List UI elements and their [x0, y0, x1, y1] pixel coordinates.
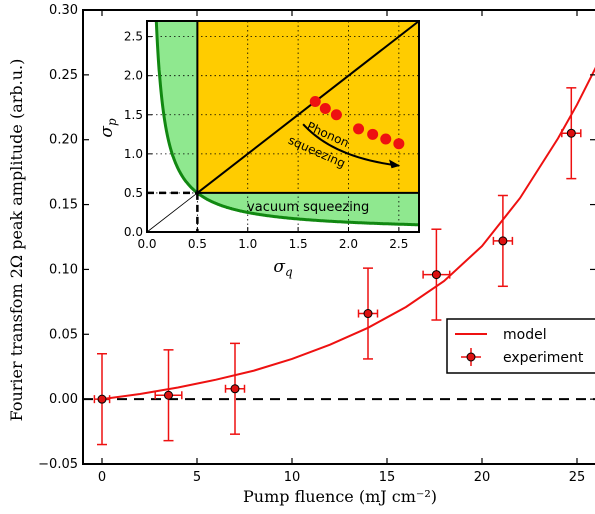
legend-experiment-label: experiment: [503, 350, 584, 366]
experiment-point: [363, 309, 373, 319]
x-tick-label: 5: [193, 470, 201, 485]
y-tick-label: 0.05: [49, 327, 78, 342]
y-tick-label: 0.20: [49, 133, 78, 148]
inset-data-point: [353, 123, 365, 135]
inset-data-point: [367, 128, 379, 140]
y-tick-label: −0.05: [38, 457, 78, 472]
x-tick-label: 20: [474, 470, 491, 485]
inset-y-tick-label: 2.0: [124, 69, 143, 83]
inset-y-tick-label: 0.0: [124, 225, 143, 239]
inset-x-tick-label: 1.5: [289, 237, 308, 251]
x-axis-label: Pump fluence (mJ cm⁻²): [243, 487, 437, 506]
inset-data-point: [309, 95, 321, 107]
y-axis-label: Fourier transfom 2Ω peak amplitude (arb.…: [7, 59, 26, 422]
inset-x-tick-label: 1.0: [238, 237, 257, 251]
vacuum-squeezing-label: vacuum squeezing: [247, 200, 369, 215]
inset-y-tick-label: 1.5: [124, 108, 143, 122]
x-tick-label: 25: [569, 470, 586, 485]
inset-y-tick-label: 0.5: [124, 186, 143, 200]
inset-x-tick-label: 2.5: [389, 237, 408, 251]
experiment-point: [566, 128, 576, 138]
vacuum-squeezing-region: [197, 192, 419, 225]
diagonal-thin-line: [146, 192, 198, 233]
experiment-point: [164, 390, 173, 400]
y-tick-label: 0.15: [49, 198, 78, 213]
legend: model experiment: [446, 318, 595, 374]
inset-y-tick-label: 2.5: [124, 30, 143, 44]
y-tick-label: 0.10: [49, 262, 78, 277]
squeezing-arrow: [302, 123, 399, 167]
uncertainty-boundary-curve: [154, 20, 420, 227]
y-tick-label: 0.00: [49, 392, 78, 407]
inset-x-tick-label: 0.0: [137, 237, 156, 251]
legend-experiment-marker: [466, 352, 476, 362]
p-squeezing-region: [156, 21, 198, 193]
squeezing-arrowhead: [389, 159, 401, 169]
experiment-point: [498, 236, 508, 246]
x-tick-label: 15: [379, 470, 396, 485]
experiment-point: [230, 384, 240, 394]
inset-data-point: [330, 109, 342, 121]
inset-frame: [146, 20, 420, 233]
legend-model-label: model: [503, 327, 547, 343]
inset-y-tick-label: 1.0: [124, 147, 143, 161]
inset-x-axis-label: σq: [273, 257, 293, 279]
inset-data-point: [393, 138, 405, 150]
inset-y-axis-label: σp: [97, 118, 119, 138]
inset-data-point: [380, 133, 392, 145]
diagonal-thermal-line: [196, 20, 420, 194]
y-tick-label: 0.25: [49, 68, 78, 83]
inset-data-point: [319, 103, 331, 115]
x-tick-label: 0: [98, 470, 106, 485]
main-plot-area: 0 5 10 15 20 25 −0.05 0.00 0.05 0.10 0.15 0.20 0.25 0…: [38, 3, 595, 485]
main-plot-frame: [82, 9, 595, 465]
x-tick-label: 10: [284, 470, 301, 485]
y-tick-label: 0.30: [49, 3, 78, 18]
experiment-point: [431, 270, 441, 280]
inset-x-tick-label: 0.5: [188, 237, 207, 251]
experiment-point: [97, 394, 107, 404]
inset-x-tick-label: 2.0: [339, 237, 358, 251]
